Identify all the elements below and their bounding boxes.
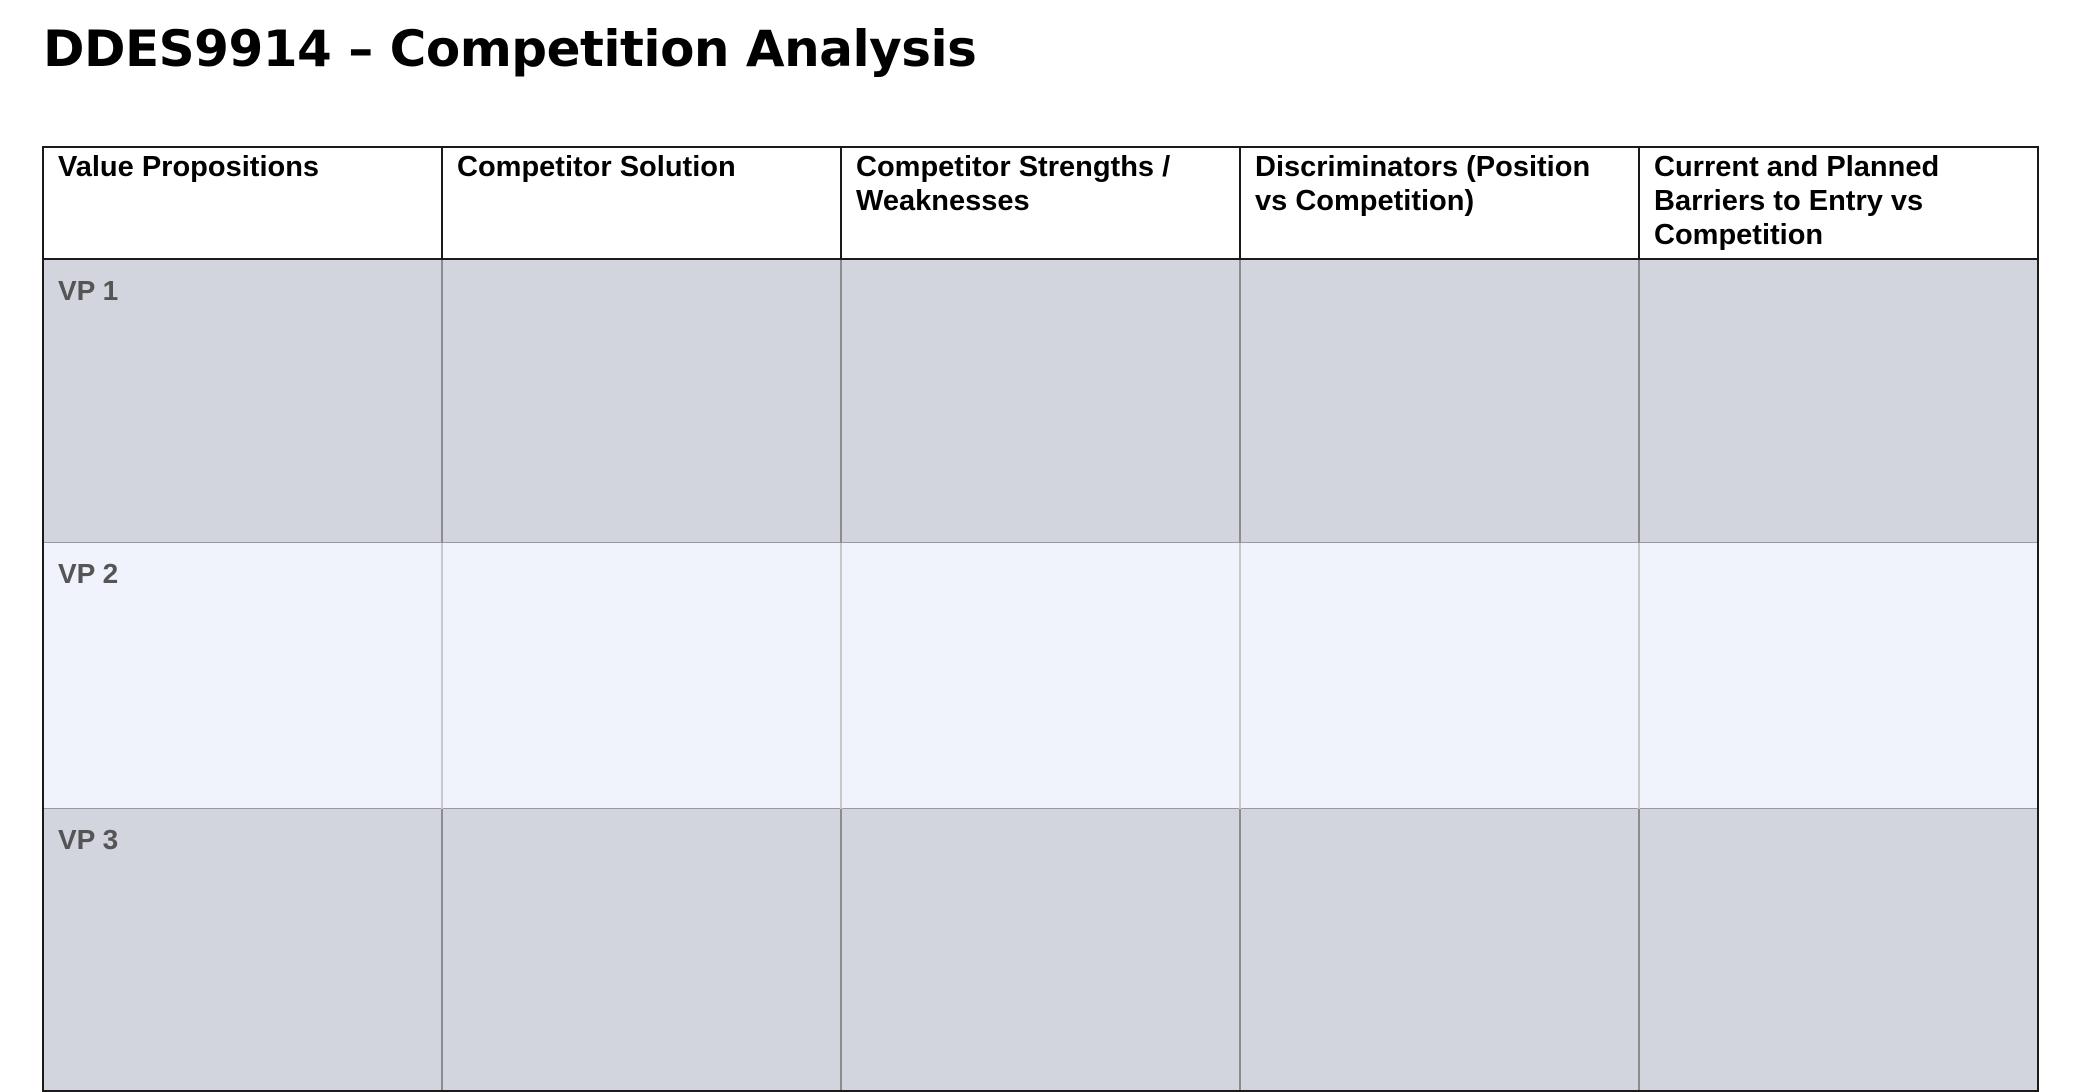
page-title: DDES9914 – Competition Analysis xyxy=(43,20,977,78)
header-discriminators: Discriminators (Position vs Competition) xyxy=(1239,146,1640,260)
discriminators-cell[interactable] xyxy=(1239,808,1640,1092)
competitor-strengths-cell[interactable] xyxy=(840,808,1241,1092)
barriers-cell[interactable] xyxy=(1638,808,2039,1092)
table-header-row: Value Propositions Competitor Solution C… xyxy=(42,146,2039,260)
header-barriers-to-entry: Current and Planned Barriers to Entry vs… xyxy=(1638,146,2039,260)
vp-label-cell[interactable]: VP 1 xyxy=(42,258,443,543)
barriers-cell[interactable] xyxy=(1638,258,2039,543)
competitor-strengths-cell[interactable] xyxy=(840,542,1241,809)
competitor-solution-cell[interactable] xyxy=(441,808,842,1092)
vp-label: VP 1 xyxy=(58,275,119,306)
discriminators-cell[interactable] xyxy=(1239,542,1640,809)
competition-analysis-table: Value Propositions Competitor Solution C… xyxy=(42,146,2039,1092)
table-row: VP 1 xyxy=(42,258,2039,543)
header-competitor-strengths-weaknesses: Competitor Strengths / Weaknesses xyxy=(840,146,1241,260)
competitor-solution-cell[interactable] xyxy=(441,542,842,809)
vp-label: VP 2 xyxy=(58,558,119,589)
discriminators-cell[interactable] xyxy=(1239,258,1640,543)
table-row: VP 2 xyxy=(42,542,2039,809)
header-value-propositions: Value Propositions xyxy=(42,146,443,260)
competitor-solution-cell[interactable] xyxy=(441,258,842,543)
vp-label-cell[interactable]: VP 3 xyxy=(42,808,443,1092)
header-competitor-solution: Competitor Solution xyxy=(441,146,842,260)
competitor-strengths-cell[interactable] xyxy=(840,258,1241,543)
table-row: VP 3 xyxy=(42,808,2039,1092)
vp-label: VP 3 xyxy=(58,824,119,855)
vp-label-cell[interactable]: VP 2 xyxy=(42,542,443,809)
barriers-cell[interactable] xyxy=(1638,542,2039,809)
